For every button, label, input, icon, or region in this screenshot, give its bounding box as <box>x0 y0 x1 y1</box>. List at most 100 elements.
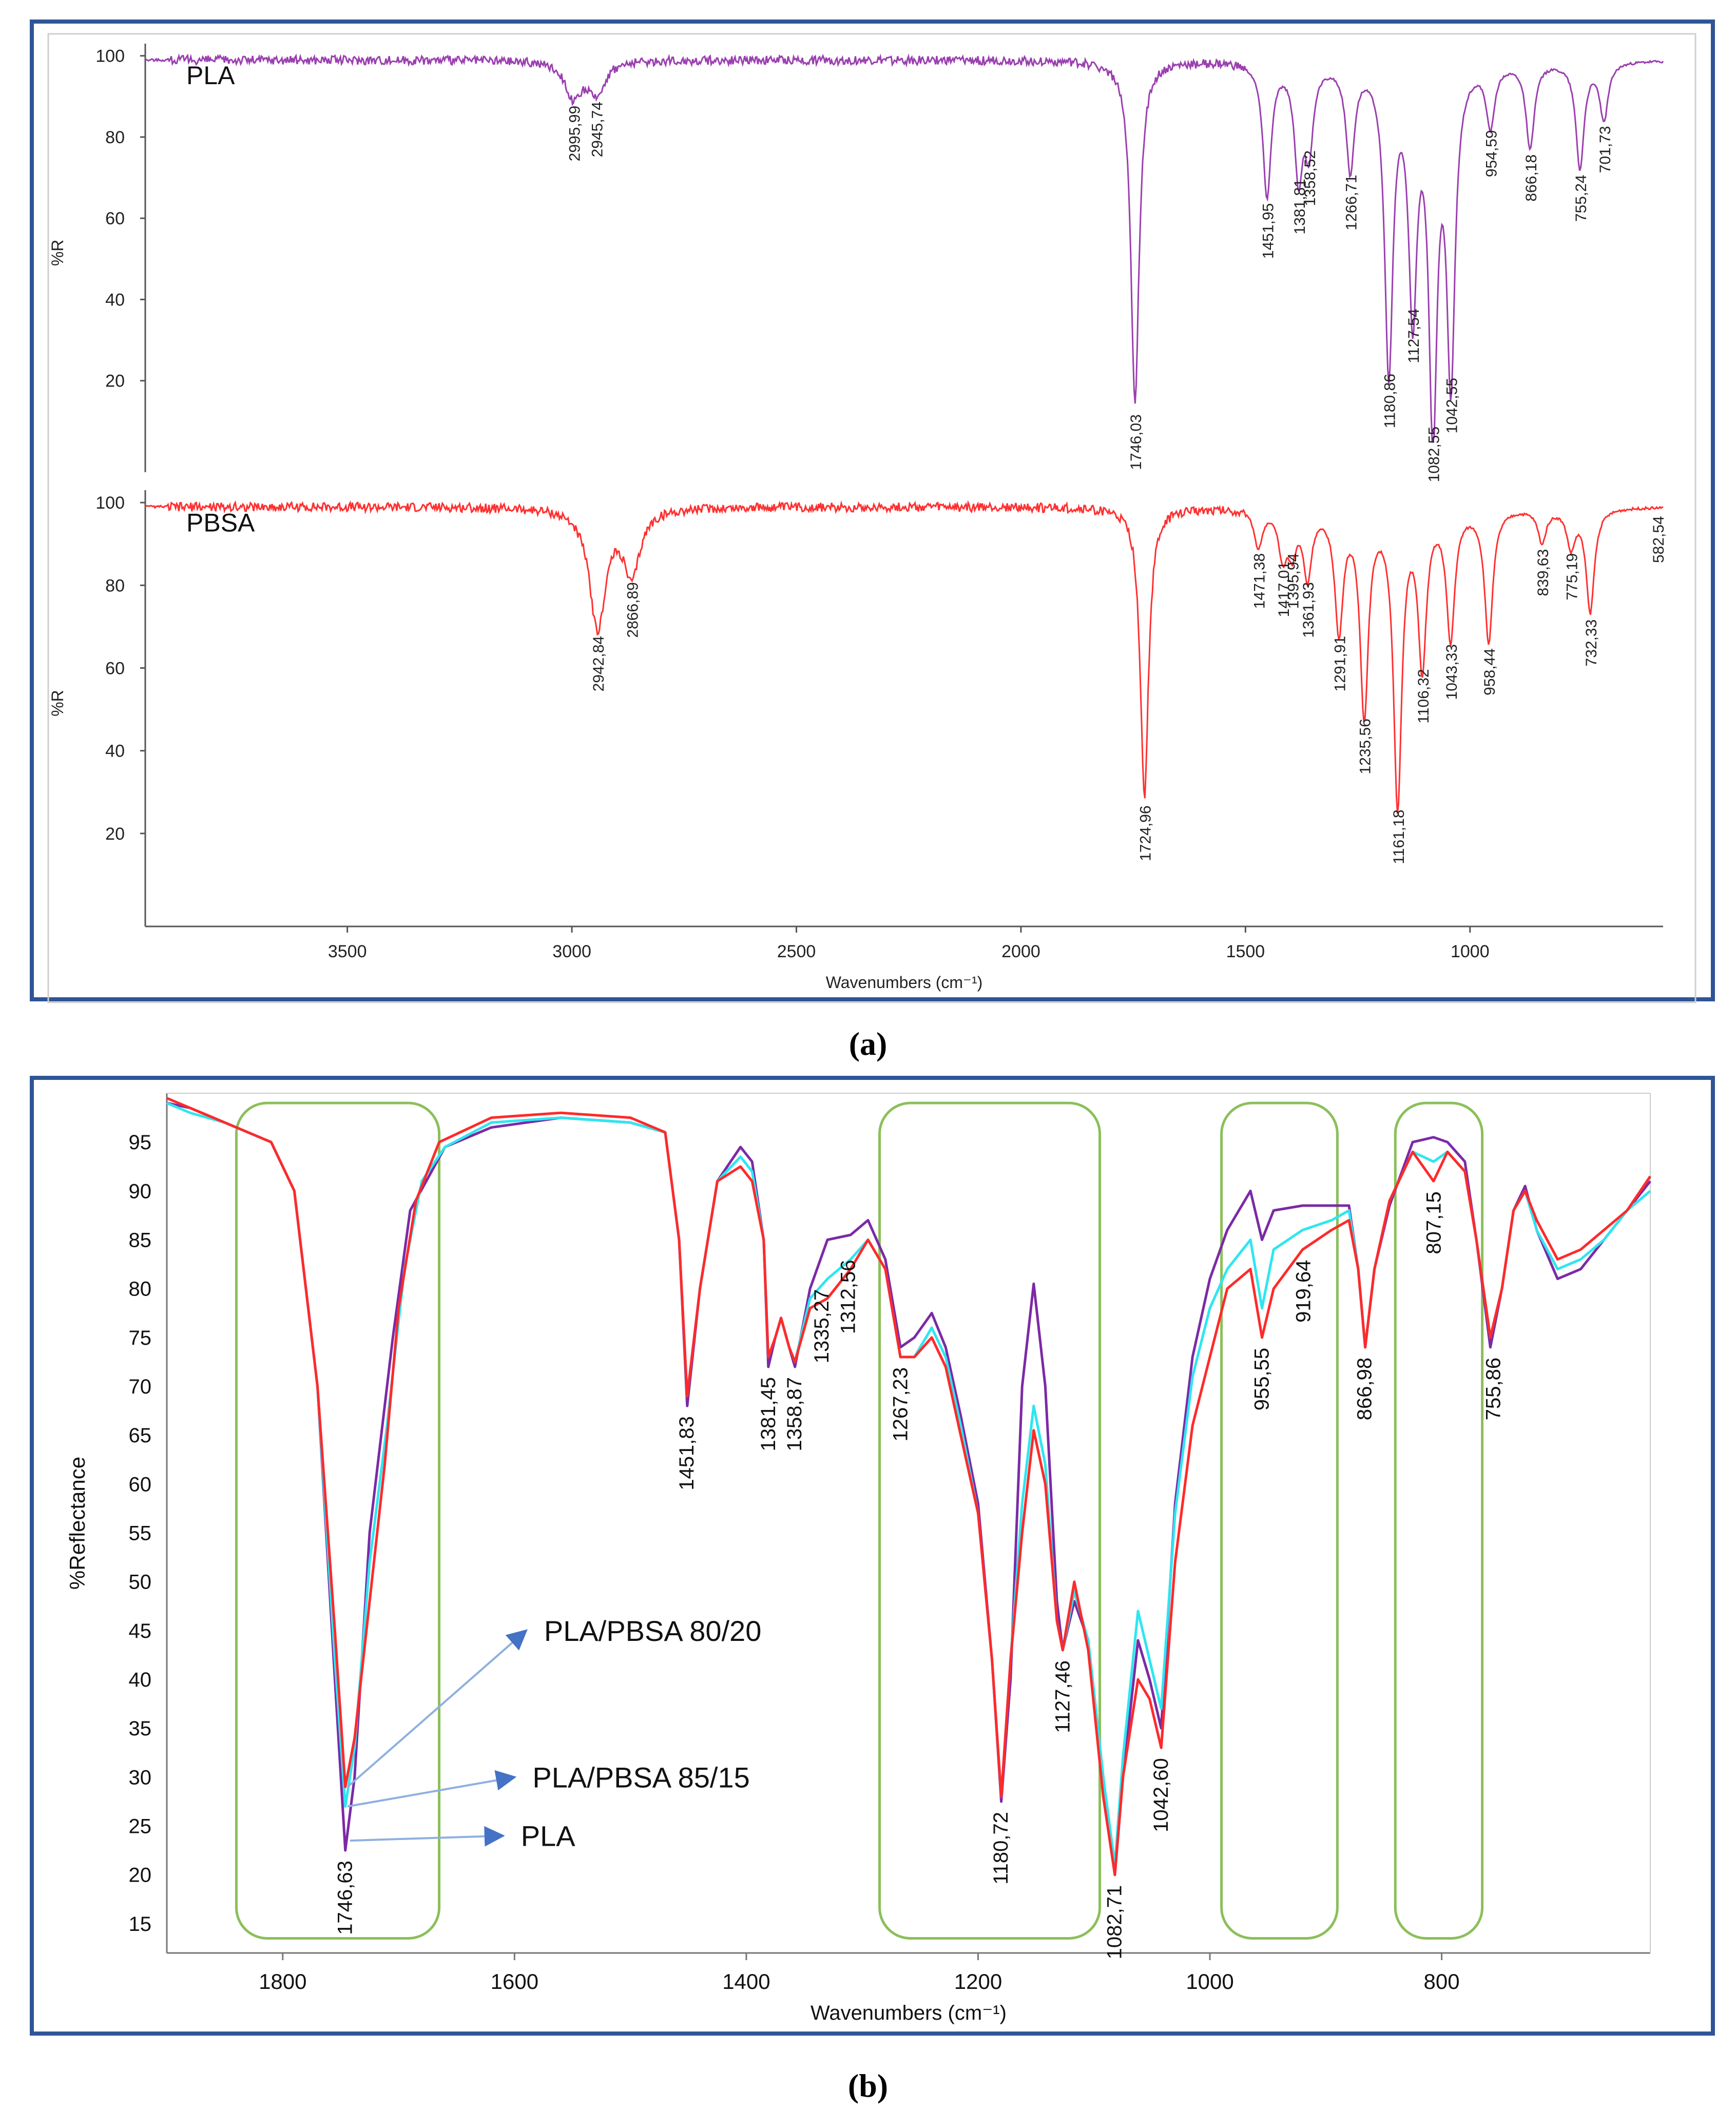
x-tick-label: 2000 <box>1001 942 1040 961</box>
peak-label: 1381,45 <box>757 1377 780 1452</box>
spectrum-pla: 20 40 60 80 100 %R PLA 2995,99 2945,74 1746,03 145… <box>48 44 1664 482</box>
panel-label-b: (b) <box>848 2067 888 2104</box>
callout-label: PLA/PBSA 85/15 <box>532 1761 749 1793</box>
x-tick-label: 2500 <box>777 942 816 961</box>
panel-b-frame <box>30 1076 1715 2036</box>
peak-label: 732,33 <box>1583 620 1600 667</box>
peak-label: 2866,89 <box>625 582 642 637</box>
x-tick-label: 1500 <box>1226 942 1265 961</box>
series-label: PLA <box>186 61 235 90</box>
panel-a-frame <box>30 20 1715 1001</box>
y-tick-label: 95 <box>129 1131 152 1154</box>
peak-label: 1266,71 <box>1343 175 1360 230</box>
x-tick-label: 1400 <box>722 1969 770 1994</box>
highlight-region <box>235 1101 441 1940</box>
peak-label: 1471,38 <box>1251 553 1268 609</box>
y-tick-label: 40 <box>129 1669 152 1691</box>
peak-label: 1127,54 <box>1405 308 1422 363</box>
x-tick-label: 1200 <box>954 1969 1002 1994</box>
peak-label: 2942,84 <box>590 636 607 691</box>
y-tick-label: 45 <box>129 1620 152 1642</box>
peak-label: 1235,56 <box>1357 719 1374 774</box>
peak-label: 1395,94 <box>1285 553 1302 609</box>
y-tick-label: 40 <box>105 290 125 309</box>
peak-label: 1358,87 <box>783 1377 806 1452</box>
y-tick-label: 60 <box>105 209 125 228</box>
y-tick-label: 90 <box>129 1180 152 1203</box>
callout-arrow <box>350 1826 505 1847</box>
peak-label: 1312,56 <box>837 1260 859 1334</box>
x-tick-label: 800 <box>1424 1969 1460 1994</box>
peak-label: 1043,33 <box>1443 644 1460 700</box>
y-tick-label: 40 <box>105 742 125 761</box>
peak-label: 1724,96 <box>1137 805 1154 861</box>
peak-label: 2995,99 <box>567 106 584 161</box>
peak-label: 919,64 <box>1292 1260 1315 1323</box>
panel-label-a: (a) <box>849 1026 888 1062</box>
peak-label: 755,86 <box>1482 1358 1504 1420</box>
peak-label: 1127,46 <box>1051 1660 1074 1733</box>
callout-arrow <box>346 1629 528 1788</box>
x-axis-label: Wavenumbers (cm⁻¹) <box>811 2002 1007 2024</box>
peak-label: 1042,55 <box>1444 378 1461 433</box>
callout-label: PLA/PBSA 80/20 <box>544 1615 761 1647</box>
peak-label: 955,55 <box>1250 1348 1273 1410</box>
peak-label: 1161,18 <box>1391 809 1407 864</box>
peak-label: 1042,60 <box>1150 1758 1172 1832</box>
peak-label: 1358,52 <box>1302 150 1319 206</box>
x-tick-label: 1000 <box>1186 1969 1233 1994</box>
y-tick-label: 35 <box>129 1717 152 1740</box>
peak-label: 1291,91 <box>1332 636 1348 691</box>
peak-label: 866,18 <box>1523 154 1540 202</box>
y-axis-label: %R <box>48 240 67 266</box>
x-tick-label: 3000 <box>552 942 591 961</box>
peak-label: 1180,72 <box>990 1812 1012 1885</box>
y-tick-label: 55 <box>129 1522 152 1545</box>
callout-arrow <box>347 1770 517 1808</box>
peak-label: 958,44 <box>1481 648 1498 695</box>
peak-label: 1361,93 <box>1300 582 1317 637</box>
callout-label: PLA <box>521 1820 575 1852</box>
peak-label: 1746,63 <box>334 1861 356 1935</box>
peak-label: 1335,27 <box>811 1289 833 1364</box>
peak-label: 701,73 <box>1597 126 1614 173</box>
peak-label: 582,54 <box>1650 516 1667 563</box>
comparison-spectra: 15 20 25 30 35 40 45 50 55 60 65 70 75 80 85 90 95 1800 16… <box>65 1093 1652 2024</box>
y-tick-label: 60 <box>129 1473 152 1496</box>
spectrum-line <box>144 500 1664 815</box>
x-tick-label: 1600 <box>491 1969 538 1994</box>
y-tick-label: 50 <box>129 1571 152 1594</box>
y-tick-label: 80 <box>105 128 125 147</box>
peak-label: 1746,03 <box>1128 414 1145 470</box>
y-tick-label: 85 <box>129 1229 152 1252</box>
y-tick-label: 100 <box>95 47 125 66</box>
y-tick-label: 60 <box>105 659 125 679</box>
y-tick-label: 65 <box>129 1424 152 1447</box>
spectrum-pbsa: 20 40 60 80 100 %R PBSA 2942,84 2866,89 1724,96 14… <box>48 490 1667 926</box>
panel-a-x-axis: 3500 3000 2500 2000 1500 1000 Wavenumbers (cm⁻… <box>145 925 1663 992</box>
y-tick-label: 80 <box>105 576 125 595</box>
peak-label: 807,15 <box>1422 1191 1445 1254</box>
peak-label: 1417,01 <box>1276 562 1293 617</box>
highlight-region <box>1220 1101 1339 1940</box>
y-tick-label: 15 <box>129 1913 152 1936</box>
y-tick-label: 20 <box>129 1864 152 1887</box>
peak-label: 755,24 <box>1573 175 1590 222</box>
y-tick-label: 25 <box>129 1815 152 1838</box>
peak-label: 1451,95 <box>1260 203 1277 259</box>
spectrum-line <box>145 53 1664 442</box>
highlight-region <box>878 1101 1102 1940</box>
y-tick-label: 75 <box>129 1327 152 1349</box>
peak-label: 1082,55 <box>1426 427 1443 482</box>
y-tick-label: 30 <box>129 1766 152 1789</box>
peak-label: 1106,32 <box>1415 669 1432 723</box>
x-tick-label: 1800 <box>259 1969 306 1994</box>
peak-label: 1381,81 <box>1291 179 1308 234</box>
highlight-region <box>1394 1101 1484 1940</box>
peak-label: 2945,74 <box>589 102 606 157</box>
y-tick-label: 70 <box>129 1376 152 1398</box>
peak-label: 954,59 <box>1483 130 1500 177</box>
x-tick-label: 1000 <box>1451 942 1490 961</box>
series-line <box>166 1097 1652 1876</box>
